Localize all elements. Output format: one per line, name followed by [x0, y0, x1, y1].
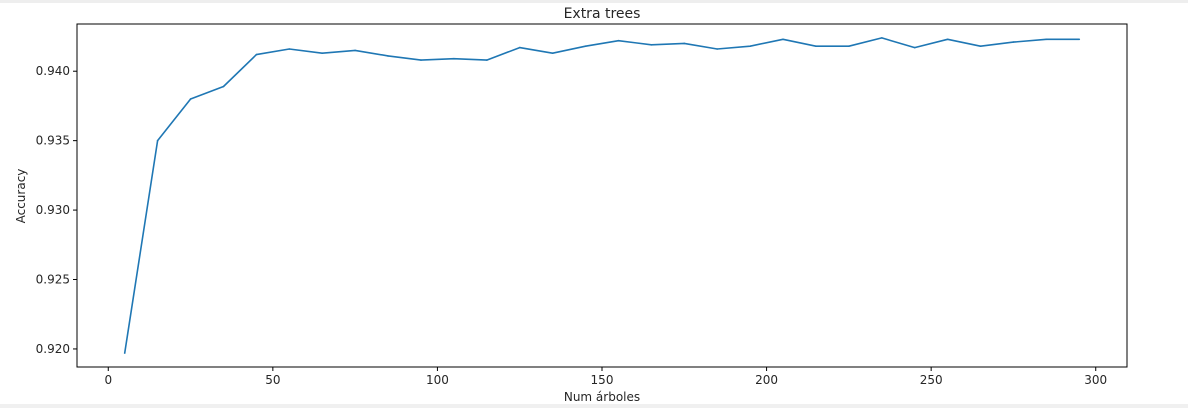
y-axis-label: Accuracy: [14, 169, 28, 224]
data-point: [1045, 38, 1048, 41]
data-point: [222, 85, 225, 88]
y-tick-label: 0.920: [36, 342, 70, 356]
bottom-border: [0, 404, 1188, 408]
top-border: [0, 0, 1188, 3]
data-point: [387, 55, 389, 57]
data-point: [123, 352, 126, 354]
data-point: [782, 38, 784, 41]
x-tick-label: 150: [591, 373, 614, 387]
data-point: [189, 98, 192, 100]
data-point: [354, 49, 356, 52]
data-point: [913, 46, 916, 49]
data-point: [288, 48, 291, 50]
plot-area: 0 50 100 150 200 250 300 0.9200.9250.9300.9350…: [36, 23, 1128, 387]
data-point: [716, 48, 719, 50]
data-point: [1012, 41, 1015, 43]
x-tick-label: 200: [755, 373, 778, 387]
chart-title: Extra trees: [564, 6, 641, 22]
data-point: [815, 45, 817, 48]
data-point: [485, 59, 488, 61]
x-tick-label: 0: [104, 373, 112, 387]
series-layer: [123, 37, 1081, 354]
data-point: [420, 59, 422, 61]
x-axis-label: Num árboles: [564, 390, 640, 404]
series-line: [123, 37, 1080, 354]
x-tick-label: 50: [265, 373, 280, 387]
x-tick-label: 300: [1084, 373, 1107, 387]
data-point: [946, 38, 949, 41]
y-tick-label: 0.935: [36, 134, 70, 148]
x-tick-label: 250: [920, 373, 943, 387]
y-tick-label: 0.940: [36, 64, 70, 78]
data-point: [880, 37, 883, 39]
y-tick-label: 0.925: [36, 273, 70, 287]
data-point: [255, 53, 258, 56]
data-point: [617, 39, 620, 42]
data-point: [584, 45, 587, 48]
data-point: [979, 45, 982, 48]
data-point: [551, 52, 554, 54]
data-point: [156, 139, 159, 142]
data-point: [848, 45, 850, 48]
data-point: [321, 52, 324, 54]
y-tick-label: 0.930: [36, 203, 70, 217]
x-tick-label: 100: [426, 373, 449, 387]
y-axis: 0.920 0.925 0.930 0.935 0.940: [36, 64, 77, 356]
data-point: [1078, 38, 1081, 41]
x-axis: 0 50 100 150 200 250 300: [104, 367, 1107, 387]
data-point: [749, 45, 751, 48]
data-point: [518, 46, 521, 49]
data-point: [453, 57, 455, 60]
data-point: [683, 42, 686, 45]
data-point: [650, 44, 653, 46]
